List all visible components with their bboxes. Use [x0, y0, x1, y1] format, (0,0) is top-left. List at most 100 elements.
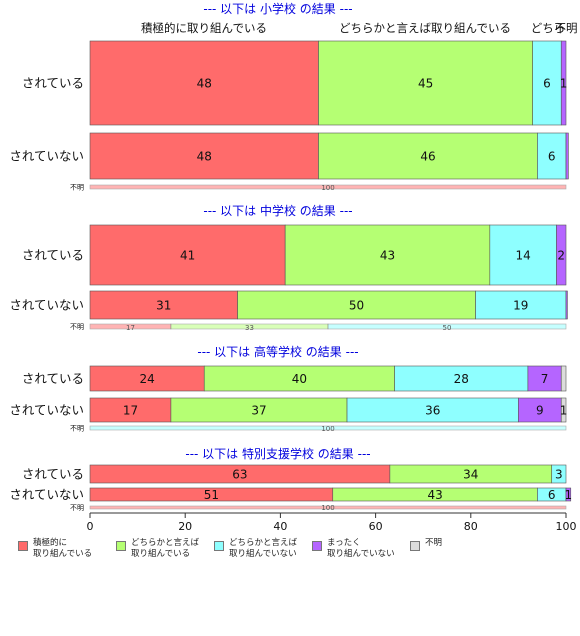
x-tick-label-1: 20 [178, 520, 192, 533]
bar-somewhat-negative-2-0 [394, 365, 529, 392]
data-label-3-0-2: 3 [555, 468, 563, 482]
data-label-3-1-1: 43 [427, 488, 442, 502]
legend-label-somewhat-positive: どちらかと言えば 取り組んでいる [131, 538, 200, 559]
chart-legend: 積極的に 取り組んでいる どちらかと言えば 取り組んでいる どちらかと言えば 取… [18, 538, 578, 572]
data-label-1-0-1: 43 [380, 249, 395, 263]
bar-positive-1-0 [89, 224, 286, 286]
legend-item-negative: まったく 取り組んでいない [312, 538, 395, 560]
data-label-2-1-1: 37 [251, 404, 266, 418]
panel-title-1: --- 以下は 中学校 の結果 --- [203, 203, 352, 218]
bar-positive-0-1 [89, 132, 319, 180]
data-label-0-0-3: 1 [560, 77, 568, 91]
data-label-1-2-0: 17 [126, 324, 135, 332]
data-label-0-0-0: 48 [197, 77, 212, 91]
bar-somewhat-positive-1-0 [284, 224, 491, 286]
x-tick-label-2: 40 [273, 520, 287, 533]
row-label-0-1: されていない [9, 149, 84, 164]
row-label-3-1: されていない [9, 487, 84, 502]
data-label-2-1-4: 1 [560, 404, 568, 418]
legend-swatch-positive [18, 541, 28, 551]
top-header-3: 不明 [555, 21, 578, 35]
data-label-2-0-0: 24 [139, 372, 154, 386]
legend-swatch-somewhat-negative [214, 541, 224, 551]
x-tick-label-5: 100 [556, 520, 577, 533]
legend-item-unknown: 不明 [410, 538, 442, 551]
data-label-3-1-2: 6 [548, 488, 556, 502]
bar-somewhat-negative-1-0 [489, 224, 557, 286]
row-label-0-0: されている [22, 76, 84, 91]
data-label-1-0-0: 41 [180, 249, 195, 263]
panel-title-2: --- 以下は 高等学校 の結果 --- [197, 344, 358, 359]
row-label-0-2: 不明 [70, 184, 84, 192]
top-header-0: 積極的に取り組んでいる [141, 21, 267, 35]
bar-negative-0-0 [560, 40, 567, 126]
bar-positive-2-1 [89, 397, 172, 423]
legend-label-somewhat-negative: どちらかと言えば 取り組んでいない [229, 538, 298, 559]
data-label-0-0-1: 45 [418, 77, 433, 91]
bar-negative-2-1 [518, 397, 562, 423]
data-label-1-0-2: 14 [516, 249, 531, 263]
data-label-3-0-1: 34 [463, 468, 478, 482]
bar-somewhat-negative-1-1 [475, 290, 567, 320]
top-header-2: どちら [531, 21, 566, 35]
data-label-1-0-3: 2 [557, 249, 565, 263]
legend-label-negative: まったく 取り組んでいない [327, 538, 395, 559]
bar-negative-1-1 [565, 290, 568, 320]
row-label-1-1: されていない [9, 298, 84, 313]
bar-unknown-2-0 [560, 365, 567, 392]
bar-somewhat-negative-1-2 [327, 323, 567, 330]
row-label-2-0: されている [22, 371, 84, 386]
data-label-3-0-0: 63 [232, 468, 247, 482]
data-label-1-1-1: 50 [349, 299, 364, 313]
bar-positive-3-2 [89, 505, 567, 510]
bar-somewhat-negative-2-1 [346, 397, 519, 423]
bar-positive-0-2 [89, 184, 567, 190]
data-label-0-0-2: 6 [543, 77, 551, 91]
data-label-2-1-2: 36 [425, 404, 440, 418]
row-label-1-2: 不明 [70, 323, 84, 331]
legend-item-somewhat-negative: どちらかと言えば 取り組んでいない [214, 538, 297, 560]
data-label-1-1-2: 19 [513, 299, 528, 313]
row-label-2-1: されていない [9, 403, 84, 418]
bar-negative-3-1 [565, 487, 572, 502]
data-label-1-2-1: 33 [245, 324, 254, 332]
bar-negative-0-1 [565, 132, 569, 180]
x-tick-label-4: 80 [464, 520, 478, 533]
bar-somewhat-negative-0-0 [532, 40, 562, 126]
data-label-0-1-0: 48 [197, 150, 212, 164]
data-label-2-0-2: 28 [454, 372, 469, 386]
legend-label-positive: 積極的に 取り組んでいる [33, 538, 93, 559]
data-label-3-1-3: 1 [565, 488, 573, 502]
data-label-1-1-0: 31 [156, 299, 171, 313]
bar-unknown-2-1 [560, 397, 567, 423]
data-label-3-1-0: 51 [204, 488, 219, 502]
data-label-2-1-3: 9 [536, 404, 544, 418]
bar-positive-1-1 [89, 290, 238, 320]
data-label-2-0-1: 40 [292, 372, 307, 386]
data-label-2-2-2: 100 [321, 425, 334, 433]
data-label-2-1-0: 17 [123, 404, 138, 418]
row-label-3-2: 不明 [70, 504, 84, 512]
bar-somewhat-positive-1-1 [237, 290, 476, 320]
legend-item-positive: 積極的に 取り組んでいる [18, 538, 92, 560]
data-label-2-0-3: 7 [541, 372, 549, 386]
row-label-2-2: 不明 [70, 425, 84, 433]
bar-somewhat-positive-0-1 [318, 132, 538, 180]
legend-label-unknown: 不明 [425, 538, 443, 548]
legend-swatch-unknown [410, 541, 420, 551]
legend-item-somewhat-positive: どちらかと言えば 取り組んでいる [116, 538, 199, 560]
row-label-1-0: されている [22, 248, 84, 263]
bar-somewhat-negative-3-0 [551, 464, 567, 484]
bar-positive-0-0 [89, 40, 319, 126]
legend-swatch-somewhat-positive [116, 541, 126, 551]
data-label-0-2-0: 100 [321, 184, 334, 192]
bar-somewhat-negative-2-2 [89, 425, 567, 431]
bar-negative-1-0 [556, 224, 567, 286]
row-label-3-0: されている [22, 467, 84, 482]
legend-swatch-negative [312, 541, 322, 551]
panel-title-0: --- 以下は 小学校 の結果 --- [203, 1, 352, 16]
bar-somewhat-positive-0-0 [318, 40, 533, 126]
bar-positive-2-0 [89, 365, 205, 392]
bar-somewhat-positive-2-0 [203, 365, 395, 392]
